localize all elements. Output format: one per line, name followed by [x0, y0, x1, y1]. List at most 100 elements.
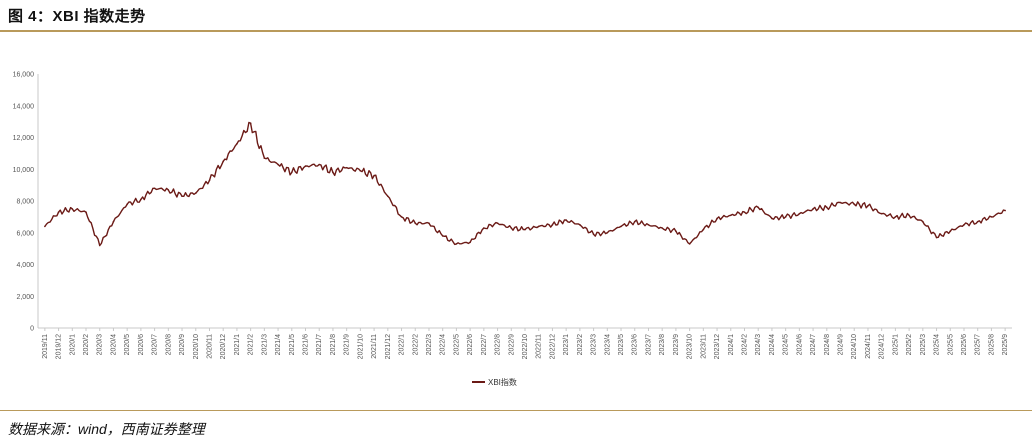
x-tick-label: 2022/8	[495, 334, 502, 356]
data-point	[153, 187, 156, 190]
data-point	[208, 179, 211, 182]
data-point	[98, 244, 101, 247]
data-point	[880, 212, 883, 215]
data-point	[702, 228, 705, 231]
x-tick-label: 2025/3	[920, 334, 927, 356]
data-point	[716, 217, 718, 220]
y-tick-label: 12,000	[13, 135, 35, 142]
x-tick-label: 2020/2	[83, 334, 90, 356]
x-tick-label: 2021/3	[261, 334, 268, 356]
x-tick-label: 2024/12	[879, 334, 886, 359]
data-point	[784, 216, 787, 218]
x-tick-label: 2020/1	[69, 334, 76, 356]
x-axis-ticks: 2019/11 2019/12 2020/1 2020/2 2020/3 2020/4 20…	[42, 328, 1009, 359]
source-note: 数据来源：wind，西南证券整理	[8, 421, 205, 437]
x-tick-label: 2020/12	[220, 334, 227, 359]
x-tick-label: 2022/1	[399, 334, 406, 356]
data-point	[757, 206, 760, 209]
x-tick-label: 2021/6	[303, 334, 310, 356]
x-tick-label: 2025/4	[934, 334, 941, 356]
data-point	[853, 203, 856, 205]
axes-group	[37, 74, 1012, 329]
data-point	[537, 225, 540, 228]
data-point	[400, 216, 403, 218]
x-tick-label: 2022/2	[412, 334, 419, 356]
x-tick-label: 2019/11	[42, 334, 49, 359]
data-point	[633, 220, 636, 223]
x-tick-label: 2024/10	[851, 334, 858, 359]
x-tick-label: 2021/10	[357, 334, 364, 359]
x-tick-label: 2020/8	[165, 334, 172, 356]
data-point	[414, 222, 417, 225]
top-divider	[0, 30, 1032, 32]
data-point	[743, 211, 746, 213]
x-tick-label: 2025/1	[892, 334, 899, 356]
x-tick-label: 2024/2	[741, 334, 748, 356]
y-tick-label: 16,000	[13, 72, 35, 79]
x-tick-label: 2023/6	[632, 334, 639, 356]
x-tick-label: 2021/1	[234, 334, 241, 356]
data-point	[963, 224, 965, 226]
x-tick-label: 2024/9	[838, 334, 845, 356]
data-point	[908, 214, 910, 217]
x-tick-label: 2020/5	[124, 334, 131, 356]
x-tick-label: 2023/4	[604, 334, 611, 356]
data-point	[483, 227, 485, 229]
data-point	[1004, 209, 1006, 212]
x-tick-label: 2021/8	[330, 334, 337, 356]
x-tick-label: 2023/12	[714, 334, 721, 359]
x-tick-label: 2024/8	[824, 334, 831, 356]
data-point	[359, 170, 362, 172]
x-tick-label: 2023/2	[577, 334, 584, 356]
data-point	[85, 211, 87, 213]
data-point	[441, 235, 444, 237]
x-tick-label: 2024/5	[783, 334, 790, 356]
x-tick-label: 2020/9	[179, 334, 186, 356]
data-point	[798, 212, 801, 215]
data-point	[990, 216, 993, 218]
x-tick-label: 2025/9	[1002, 334, 1009, 356]
data-point	[318, 163, 321, 166]
x-tick-label: 2021/12	[385, 334, 392, 359]
x-tick-label: 2023/1	[563, 334, 570, 356]
data-point	[606, 231, 609, 234]
x-tick-label: 2021/5	[289, 334, 296, 356]
x-tick-label: 2021/2	[248, 334, 255, 356]
x-tick-label: 2020/10	[193, 334, 200, 359]
data-point	[290, 171, 293, 174]
data-point	[579, 224, 581, 226]
data-point	[620, 225, 622, 228]
x-tick-label: 2020/7	[152, 334, 159, 356]
bottom-divider	[0, 410, 1032, 411]
data-point	[57, 211, 60, 213]
x-tick-label: 2023/3	[591, 334, 598, 356]
x-tick-label: 2024/1	[728, 334, 735, 356]
x-tick-label: 2023/11	[700, 334, 707, 359]
x-tick-label: 2022/5	[453, 334, 460, 356]
x-tick-label: 2024/11	[865, 334, 872, 359]
data-point	[922, 220, 924, 223]
data-point	[729, 214, 732, 217]
x-tick-label: 2021/4	[275, 334, 282, 356]
legend-label: XBI指数	[488, 377, 517, 387]
y-tick-label: 4,000	[16, 262, 34, 269]
x-tick-label: 2023/9	[673, 334, 680, 356]
data-point	[510, 227, 513, 229]
data-point	[428, 222, 430, 225]
x-tick-label: 2025/7	[975, 334, 982, 356]
legend: XBI指数	[472, 377, 517, 387]
data-point	[592, 233, 595, 236]
y-axis-ticks: 0 2,000 4,000 6,000 8,000 10,000 12,000 14,000 1…	[13, 72, 35, 333]
data-point	[839, 201, 842, 204]
series-line-xbi	[44, 121, 1006, 247]
x-tick-label: 2021/11	[371, 334, 378, 359]
x-tick-label: 2024/4	[769, 334, 776, 356]
data-point	[332, 171, 334, 174]
x-tick-label: 2023/7	[645, 334, 652, 356]
x-tick-label: 2021/7	[316, 334, 323, 356]
x-tick-label: 2022/9	[508, 334, 515, 356]
data-point	[194, 192, 197, 194]
data-point	[304, 165, 307, 167]
data-point	[277, 163, 279, 166]
data-point	[263, 157, 266, 159]
